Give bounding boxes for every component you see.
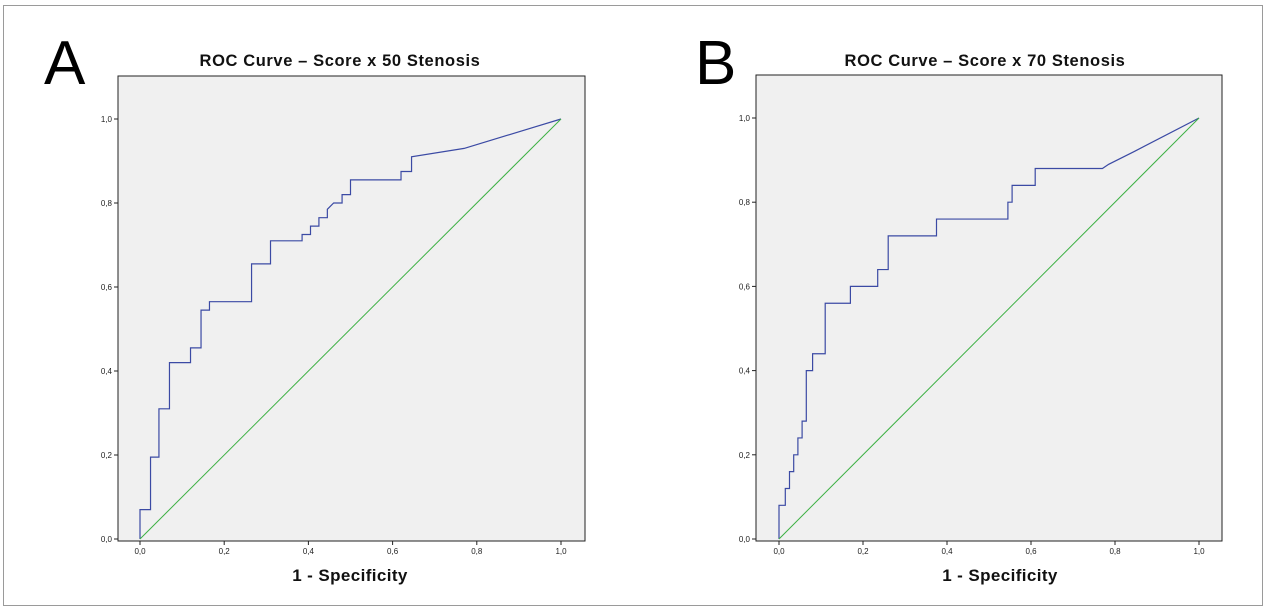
y-tick-label-b: 1,0 xyxy=(739,114,751,123)
y-tick-label-b: 0,4 xyxy=(739,367,751,376)
y-tick-label-b: 0,0 xyxy=(739,535,751,544)
x-tick-label-a: 1,0 xyxy=(555,547,567,556)
panel-label-b: B xyxy=(695,29,737,98)
y-tick-label-b: 0,2 xyxy=(739,451,751,460)
x-tick-label-a: 0,2 xyxy=(219,547,231,556)
roc-curve-line-a xyxy=(139,118,562,539)
x-tick-label-b: 0,6 xyxy=(1025,547,1037,556)
reference-diagonal-line-b xyxy=(778,117,1200,540)
x-tick-label-b: 0,0 xyxy=(773,547,785,556)
panel-label-a: A xyxy=(44,29,86,98)
x-tick-label-a: 0,0 xyxy=(134,547,146,556)
x-tick-label-a: 0,6 xyxy=(387,547,399,556)
x-tick-label-a: 0,8 xyxy=(471,547,483,556)
x-tick-label-b: 0,8 xyxy=(1109,547,1121,556)
y-tick-label-a: 0,0 xyxy=(101,535,113,544)
y-tick-label-a: 0,4 xyxy=(101,367,113,376)
x-axis-label-b: 1 - Specificity xyxy=(942,566,1058,585)
y-tick-label-a: 0,6 xyxy=(101,283,113,292)
chart-title-b: ROC Curve – Score x 70 Stenosis xyxy=(844,52,1126,70)
plot-area-a xyxy=(117,75,586,542)
x-tick-label-a: 0,4 xyxy=(303,547,315,556)
x-axis-label-a: 1 - Specificity xyxy=(292,566,408,585)
y-tick-label-a: 0,8 xyxy=(101,199,113,208)
roc-curve-line-b xyxy=(778,117,1200,539)
x-tick-label-b: 0,4 xyxy=(941,547,953,556)
y-tick-label-b: 0,8 xyxy=(739,198,751,207)
x-tick-label-b: 1,0 xyxy=(1193,547,1205,556)
chart-title-a: ROC Curve – Score x 50 Stenosis xyxy=(199,52,481,70)
reference-diagonal-line-a xyxy=(139,118,562,540)
y-tick-label-a: 1,0 xyxy=(101,115,113,124)
plot-area-b xyxy=(755,74,1223,542)
y-tick-label-a: 0,2 xyxy=(101,451,113,460)
figure-frame xyxy=(3,5,1263,606)
y-tick-label-b: 0,6 xyxy=(739,282,751,291)
x-tick-label-b: 0,2 xyxy=(857,547,869,556)
